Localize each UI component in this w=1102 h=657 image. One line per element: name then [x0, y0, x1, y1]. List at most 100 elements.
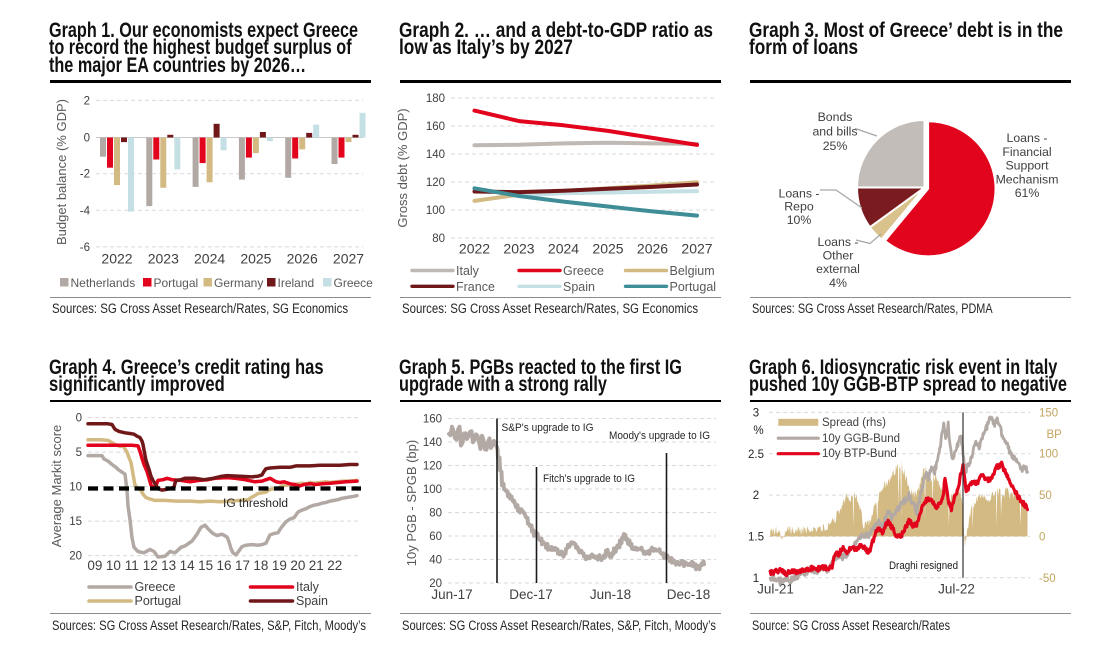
svg-text:17: 17 [235, 558, 250, 573]
svg-text:40: 40 [429, 555, 442, 567]
svg-text:Jun-18: Jun-18 [590, 587, 631, 602]
svg-text:2023: 2023 [503, 241, 534, 257]
svg-text:3: 3 [753, 407, 759, 419]
svg-text:100: 100 [426, 205, 445, 217]
svg-text:external: external [816, 262, 860, 276]
svg-text:16: 16 [217, 558, 232, 573]
svg-text:10: 10 [106, 558, 121, 573]
svg-text:2025: 2025 [240, 251, 271, 267]
svg-text:09: 09 [87, 558, 102, 573]
svg-text:Moody's upgrade to IG: Moody's upgrade to IG [609, 430, 710, 442]
svg-text:Portugal: Portugal [154, 276, 199, 290]
svg-text:Average Markit score: Average Markit score [49, 425, 64, 548]
svg-text:Jul-22: Jul-22 [938, 582, 975, 597]
svg-text:%: % [753, 425, 763, 437]
svg-text:0: 0 [76, 413, 82, 425]
svg-text:2027: 2027 [681, 241, 712, 257]
svg-text:Loans -: Loans - [778, 187, 819, 201]
svg-text:11: 11 [125, 558, 139, 573]
svg-text:Spain: Spain [296, 594, 328, 608]
svg-text:80: 80 [432, 233, 445, 245]
svg-text:Greece: Greece [135, 580, 176, 594]
svg-text:13: 13 [161, 558, 176, 573]
svg-text:20: 20 [69, 551, 82, 563]
svg-text:0: 0 [84, 133, 90, 145]
svg-text:-6: -6 [80, 242, 90, 254]
svg-text:2: 2 [753, 490, 759, 502]
svg-text:2026: 2026 [287, 251, 318, 267]
svg-text:100: 100 [423, 484, 442, 496]
svg-text:Spread (rhs): Spread (rhs) [822, 417, 886, 429]
svg-text:Greece: Greece [563, 264, 604, 278]
svg-text:50: 50 [1039, 490, 1052, 502]
svg-text:20: 20 [290, 558, 305, 573]
svg-text:Fitch's upgrade to IG: Fitch's upgrade to IG [543, 473, 635, 485]
svg-text:Budget balance (% GDP): Budget balance (% GDP) [54, 99, 69, 245]
svg-text:10y BTP-Bund: 10y BTP-Bund [822, 448, 897, 460]
svg-text:0: 0 [1039, 531, 1045, 543]
svg-text:2022: 2022 [101, 251, 132, 267]
svg-text:Financial: Financial [1002, 145, 1051, 159]
svg-text:Ireland: Ireland [278, 276, 315, 290]
svg-text:Dec-18: Dec-18 [667, 587, 711, 602]
svg-text:BP: BP [1047, 429, 1063, 441]
svg-text:10%: 10% [787, 213, 812, 227]
svg-text:14: 14 [180, 558, 196, 573]
svg-text:-2: -2 [80, 169, 90, 181]
svg-text:Gross debt (% GDP): Gross debt (% GDP) [395, 108, 410, 227]
svg-text:Dec-17: Dec-17 [509, 587, 553, 602]
svg-text:Support: Support [1005, 159, 1049, 173]
svg-text:100: 100 [1039, 449, 1058, 461]
svg-text:Portugal: Portugal [135, 594, 182, 608]
svg-text:Germany: Germany [214, 276, 263, 290]
svg-text:2023: 2023 [148, 251, 179, 267]
svg-text:Jun-17: Jun-17 [431, 587, 472, 602]
svg-text:IG threshold: IG threshold [223, 498, 288, 510]
svg-text:Draghi resigned: Draghi resigned [889, 560, 958, 572]
svg-text:Portugal: Portugal [670, 280, 717, 294]
svg-text:15: 15 [198, 558, 213, 573]
svg-text:1.5: 1.5 [748, 531, 764, 543]
svg-text:5: 5 [76, 447, 82, 459]
svg-text:22: 22 [327, 558, 342, 573]
svg-text:12: 12 [143, 558, 158, 573]
svg-text:2027: 2027 [333, 251, 364, 267]
svg-text:18: 18 [253, 558, 268, 573]
svg-text:80: 80 [429, 508, 442, 520]
svg-text:Belgium: Belgium [670, 264, 715, 278]
svg-text:20: 20 [429, 578, 442, 590]
svg-text:140: 140 [423, 437, 442, 449]
svg-text:2022: 2022 [459, 241, 490, 257]
svg-text:-4: -4 [80, 205, 91, 217]
svg-text:1: 1 [753, 573, 759, 585]
svg-text:19: 19 [272, 558, 287, 573]
svg-text:S&P's upgrade to IG: S&P's upgrade to IG [502, 422, 594, 434]
svg-text:160: 160 [423, 414, 442, 426]
svg-text:150: 150 [1039, 407, 1058, 419]
svg-text:2.5: 2.5 [748, 449, 764, 461]
svg-text:10: 10 [69, 482, 82, 494]
svg-text:Mechanism: Mechanism [996, 172, 1059, 186]
svg-text:140: 140 [426, 149, 445, 161]
svg-text:60: 60 [429, 531, 442, 543]
svg-text:160: 160 [426, 121, 445, 133]
svg-text:Jan-22: Jan-22 [842, 582, 883, 597]
svg-text:France: France [456, 280, 495, 294]
svg-text:and bills: and bills [812, 125, 857, 139]
svg-text:Jul-21: Jul-21 [757, 582, 794, 597]
svg-text:Spain: Spain [563, 280, 595, 294]
svg-text:15: 15 [69, 516, 82, 528]
svg-text:Italy: Italy [296, 580, 320, 594]
svg-text:120: 120 [426, 177, 445, 189]
svg-text:Loans -: Loans - [1006, 131, 1047, 145]
svg-text:61%: 61% [1015, 186, 1040, 200]
svg-text:2024: 2024 [194, 251, 225, 267]
svg-text:25%: 25% [823, 139, 848, 153]
svg-text:Other: Other [823, 249, 854, 263]
svg-text:120: 120 [423, 461, 442, 473]
svg-text:Italy: Italy [456, 264, 480, 278]
svg-text:2024: 2024 [548, 241, 579, 257]
svg-text:21: 21 [309, 558, 324, 573]
svg-text:Repo: Repo [784, 200, 814, 214]
svg-text:Greece: Greece [334, 276, 374, 290]
